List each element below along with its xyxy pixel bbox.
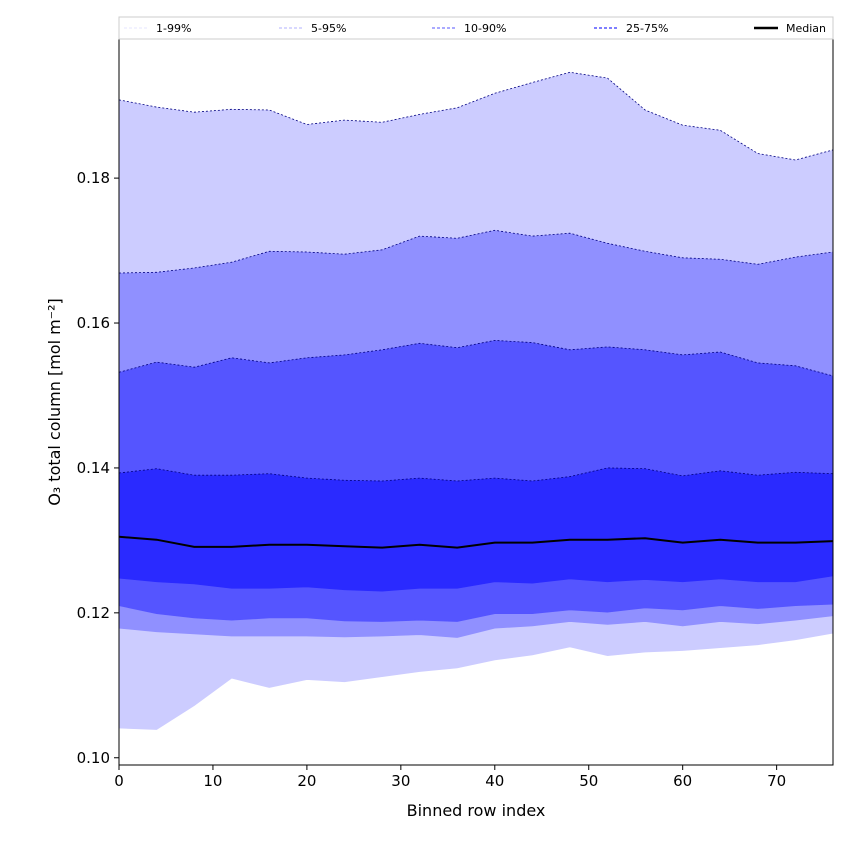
y-axis: 0.10 0.12 0.14 0.16 0.18 — [77, 169, 119, 767]
band-upper-line-10-90% — [118, 339, 834, 377]
x-tick-label: 70 — [767, 772, 786, 790]
y-tick-label: 0.12 — [77, 604, 110, 622]
x-tick-label: 50 — [579, 772, 598, 790]
x-tick-label: 10 — [203, 772, 222, 790]
band-lower-line-25-75% — [118, 575, 834, 592]
band-lower-line-1-99% — [118, 632, 834, 730]
band-25-75% — [119, 467, 833, 592]
band-lower-line-5-95% — [118, 615, 834, 638]
y-tick-label: 0.16 — [77, 314, 110, 332]
x-tick-label: 60 — [673, 772, 692, 790]
y-tick-label: 0.10 — [77, 749, 110, 767]
x-tick-label: 30 — [391, 772, 410, 790]
x-tick-label: 20 — [297, 772, 316, 790]
x-axis: 0 10 20 30 40 50 60 70 — [114, 765, 786, 790]
band-upper-line-5-95% — [118, 229, 834, 274]
y-tick-label: 0.14 — [77, 459, 110, 477]
y-tick-label: 0.18 — [77, 169, 110, 187]
legend-label: Median — [786, 22, 826, 35]
band-lower-line-10-90% — [118, 603, 834, 622]
x-tick-label: 0 — [114, 772, 124, 790]
legend: 1-99% 5-95% 10-90% 25-75% Median — [118, 16, 834, 40]
legend-frame — [118, 16, 834, 40]
legend-label: 10-90% — [464, 22, 506, 35]
x-tick-label: 40 — [485, 772, 504, 790]
median-line — [118, 535, 834, 549]
bands-layer — [118, 71, 834, 730]
x-axis-label: Binned row index — [407, 801, 546, 820]
legend-label: 25-75% — [626, 22, 668, 35]
y-axis-label: O₃ total column [mol m⁻²] — [45, 298, 64, 506]
median-layer — [118, 535, 834, 549]
band-upper-line-1-99% — [118, 71, 834, 161]
legend-label: 5-95% — [311, 22, 346, 35]
legend-label: 1-99% — [156, 22, 191, 35]
